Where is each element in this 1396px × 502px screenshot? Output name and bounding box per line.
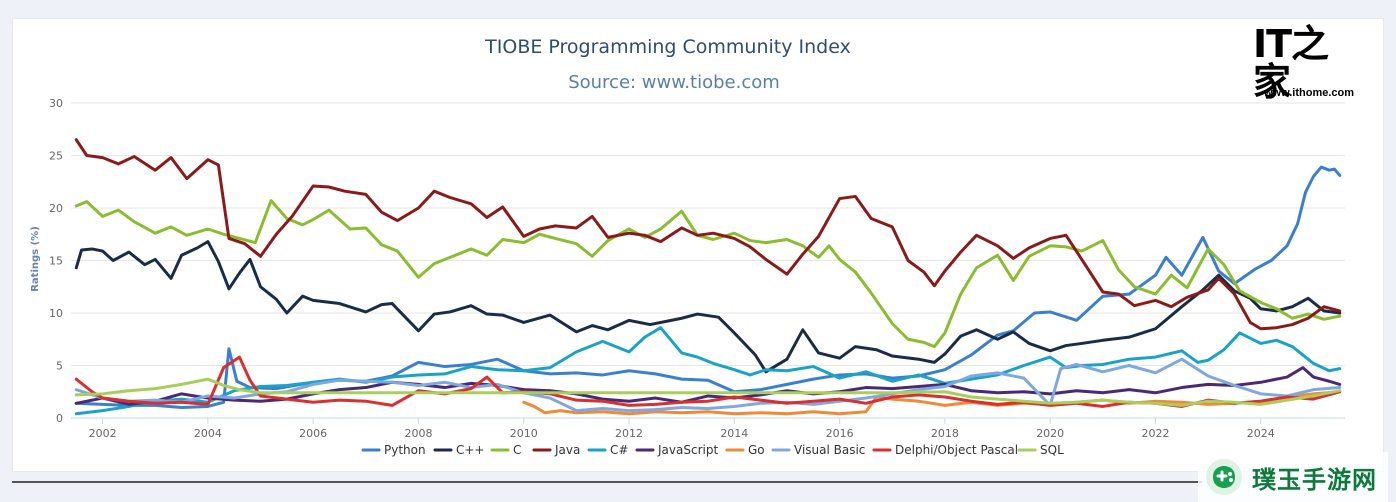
series-line-visual-basic[interactable] [74, 357, 1342, 413]
legend-label: C [513, 443, 521, 457]
chart-axes: 0 5 10 15 20 25 30 2002 2004 2006 2008 2010 2012 2014… [49, 97, 1345, 440]
series-line-java[interactable] [74, 138, 1342, 331]
chart-grid [71, 102, 1345, 419]
x-tick-label: 2016 [826, 427, 854, 440]
y-tick-label: 5 [56, 360, 63, 373]
chart-card: 0 5 10 15 20 25 30 2002 2004 2006 2008 2010 2012 2014… [12, 18, 1384, 472]
y-axis-label: Ratings (%) [30, 226, 41, 292]
x-tick-label: 2002 [89, 427, 117, 440]
game-controller-icon [1206, 459, 1242, 495]
chart-subtitle: Source: www.tiobe.com [568, 72, 780, 93]
legend-item-visual-basic[interactable]: Visual Basic [771, 443, 865, 457]
legend-item-sql[interactable]: SQL [1017, 443, 1064, 457]
legend-item-c-[interactable]: C++ [433, 443, 485, 457]
y-tick-label: 25 [49, 150, 63, 163]
legend-item-python[interactable]: Python [361, 443, 426, 457]
tiobe-line-chart: 0 5 10 15 20 25 30 2002 2004 2006 2008 2010 2012 2014… [30, 36, 1345, 457]
y-tick-label: 15 [49, 255, 63, 268]
legend-label: SQL [1040, 443, 1064, 457]
x-tick-label: 2004 [194, 427, 222, 440]
series-line-python[interactable] [74, 165, 1342, 409]
legend-label: Go [748, 443, 765, 457]
legend-item-go[interactable]: Go [725, 443, 765, 457]
y-tick-label: 30 [49, 97, 63, 110]
y-tick-label: 0 [56, 412, 63, 425]
x-tick-label: 2018 [931, 427, 959, 440]
x-tick-label: 2020 [1036, 427, 1064, 440]
chart-title: TIOBE Programming Community Index [484, 36, 851, 58]
legend-label: Visual Basic [794, 443, 865, 457]
series-line-c-[interactable] [74, 240, 1342, 374]
legend-label: C# [610, 443, 628, 457]
legend-label: Delphi/Object Pascal [895, 443, 1018, 457]
bottom-divider [12, 481, 1202, 483]
x-tick-label: 2010 [510, 427, 538, 440]
ithome-logo: IT之家 www.ithome.com [1253, 25, 1365, 105]
x-tick-label: 2006 [299, 427, 327, 440]
legend-item-c[interactable]: C [490, 443, 521, 457]
game-watermark-text: 璞玉手游网 [1252, 465, 1377, 494]
ithome-url: www.ithome.com [1263, 87, 1355, 99]
legend-label: C++ [456, 443, 485, 457]
legend-label: JavaScript [657, 443, 718, 457]
series-line-delphi-object-pascal[interactable] [74, 355, 1342, 408]
legend-label: Python [384, 443, 426, 457]
y-tick-label: 20 [49, 202, 63, 215]
x-tick-label: 2008 [404, 427, 432, 440]
legend-item-javascript[interactable]: JavaScript [635, 443, 718, 457]
ithome-mark: IT之家 [1253, 25, 1365, 101]
series-line-c-[interactable] [74, 326, 1342, 416]
ithome-it-text: IT之家 [1253, 22, 1329, 104]
legend-item-c-[interactable]: C# [587, 443, 628, 457]
legend-label: Java [554, 443, 580, 457]
x-tick-label: 2024 [1247, 427, 1275, 440]
chart-series [74, 138, 1342, 416]
legend-item-delphi-object-pascal[interactable]: Delphi/Object Pascal [872, 443, 1018, 457]
x-tick-label: 2012 [615, 427, 643, 440]
legend-item-java[interactable]: Java [532, 443, 580, 457]
series-line-c[interactable] [74, 199, 1342, 349]
x-tick-label: 2022 [1141, 427, 1169, 440]
y-tick-label: 10 [49, 307, 63, 320]
series-line-sql[interactable] [74, 377, 1342, 407]
x-tick-label: 2014 [720, 427, 748, 440]
chart-legend: Python C++ C Java C# JavaScript Go Visual Basic… [361, 443, 1064, 457]
game-watermark: 璞玉手游网 [1198, 452, 1388, 502]
